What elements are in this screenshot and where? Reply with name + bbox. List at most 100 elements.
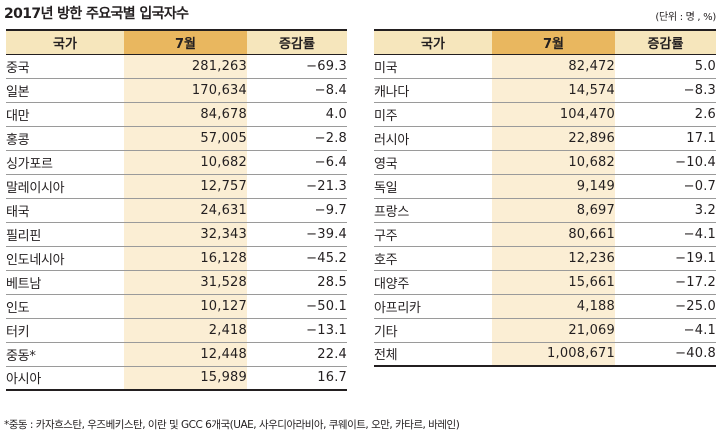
table-row: 독일 9,149 −0.7 [374, 174, 716, 199]
arrivals-table-right: 국가 7월 증감률 미국 82,472 5.0 캐나다 14,574 −8.3 미주 104,… [374, 29, 716, 367]
header-row: 국가 7월 증감률 [374, 29, 716, 55]
july-count-cell: 2,418 [124, 318, 247, 343]
july-count-cell: 10,682 [124, 150, 247, 175]
july-count-cell: 9,149 [492, 174, 615, 199]
country-cell: 아시아 [6, 366, 124, 391]
july-count-cell: 10,127 [124, 294, 247, 319]
country-cell: 호주 [374, 246, 492, 271]
country-cell: 싱가포르 [6, 150, 124, 175]
arrivals-table-left: 국가 7월 증감률 중국 281,263 −69.3 일본 170,634 −8.4 대만 8… [6, 29, 347, 391]
july-count-cell: 12,236 [492, 246, 615, 271]
page-title: 2017년 방한 주요국별 입국자수 [4, 6, 189, 22]
table-row: 싱가포르 10,682 −6.4 [6, 150, 347, 175]
change-rate-cell: −13.1 [247, 318, 347, 343]
table-row: 아시아 15,989 16.7 [6, 366, 347, 391]
july-count-cell: 24,631 [124, 198, 247, 223]
table-row: 말레이시아 12,757 −21.3 [6, 174, 347, 199]
change-rate-cell: −21.3 [247, 174, 347, 199]
change-rate-cell: −39.4 [247, 222, 347, 247]
change-rate-cell: 28.5 [247, 270, 347, 295]
change-rate-cell: −45.2 [247, 246, 347, 271]
table-row: 베트남 31,528 28.5 [6, 270, 347, 295]
header-rate: 증감률 [615, 29, 716, 55]
table-row: 터키 2,418 −13.1 [6, 318, 347, 343]
country-cell: 홍콩 [6, 126, 124, 151]
table-row: 러시아 22,896 17.1 [374, 126, 716, 151]
table-row: 영국 10,682 −10.4 [374, 150, 716, 175]
july-count-cell: 170,634 [124, 78, 247, 103]
country-cell: 필리핀 [6, 222, 124, 247]
country-cell: 러시아 [374, 126, 492, 151]
country-cell: 구주 [374, 222, 492, 247]
july-count-cell: 80,661 [492, 222, 615, 247]
table-row: 대양주 15,661 −17.2 [374, 270, 716, 295]
change-rate-cell: −8.3 [615, 78, 716, 103]
table-row: 필리핀 32,343 −39.4 [6, 222, 347, 247]
july-count-cell: 21,069 [492, 318, 615, 343]
country-cell: 영국 [374, 150, 492, 175]
header-country: 국가 [6, 29, 124, 55]
july-count-cell: 104,470 [492, 102, 615, 127]
country-cell: 아프리카 [374, 294, 492, 319]
change-rate-cell: −69.3 [247, 54, 347, 79]
table-row: 태국 24,631 −9.7 [6, 198, 347, 223]
table-row: 홍콩 57,005 −2.8 [6, 126, 347, 151]
july-count-cell: 8,697 [492, 198, 615, 223]
july-count-cell: 10,682 [492, 150, 615, 175]
change-rate-cell: −25.0 [615, 294, 716, 319]
country-cell: 캐나다 [374, 78, 492, 103]
july-count-cell: 281,263 [124, 54, 247, 79]
change-rate-cell: −19.1 [615, 246, 716, 271]
table-row: 구주 80,661 −4.1 [374, 222, 716, 247]
july-count-cell: 12,757 [124, 174, 247, 199]
country-cell: 미국 [374, 54, 492, 79]
header-rate: 증감률 [247, 29, 347, 55]
change-rate-cell: 5.0 [615, 54, 716, 79]
table-row: 미주 104,470 2.6 [374, 102, 716, 127]
change-rate-cell: −8.4 [247, 78, 347, 103]
header-country: 국가 [374, 29, 492, 55]
table-row: 인도네시아 16,128 −45.2 [6, 246, 347, 271]
table-row: 아프리카 4,188 −25.0 [374, 294, 716, 319]
change-rate-cell: 16.7 [247, 366, 347, 391]
change-rate-cell: −40.8 [615, 342, 716, 367]
july-count-cell: 16,128 [124, 246, 247, 271]
country-cell: 인도 [6, 294, 124, 319]
table-row: 일본 170,634 −8.4 [6, 78, 347, 103]
change-rate-cell: −6.4 [247, 150, 347, 175]
change-rate-cell: −4.1 [615, 222, 716, 247]
country-cell: 미주 [374, 102, 492, 127]
table-row: 미국 82,472 5.0 [374, 54, 716, 79]
country-cell: 대만 [6, 102, 124, 127]
change-rate-cell: 3.2 [615, 198, 716, 223]
july-count-cell: 15,661 [492, 270, 615, 295]
change-rate-cell: −0.7 [615, 174, 716, 199]
july-count-cell: 32,343 [124, 222, 247, 247]
table-row: 프랑스 8,697 3.2 [374, 198, 716, 223]
change-rate-cell: −2.8 [247, 126, 347, 151]
country-cell: 인도네시아 [6, 246, 124, 271]
change-rate-cell: 4.0 [247, 102, 347, 127]
country-cell: 기타 [374, 318, 492, 343]
july-count-cell: 15,989 [124, 366, 247, 391]
change-rate-cell: −50.1 [247, 294, 347, 319]
country-cell: 일본 [6, 78, 124, 103]
change-rate-cell: −10.4 [615, 150, 716, 175]
table-row: 중동* 12,448 22.4 [6, 342, 347, 367]
july-count-cell: 1,008,671 [492, 342, 615, 367]
country-cell: 중국 [6, 54, 124, 79]
table-row: 기타 21,069 −4.1 [374, 318, 716, 343]
july-count-cell: 57,005 [124, 126, 247, 151]
july-count-cell: 14,574 [492, 78, 615, 103]
change-rate-cell: −17.2 [615, 270, 716, 295]
country-cell: 독일 [374, 174, 492, 199]
footnote: *중동 : 카자흐스탄, 우즈베키스탄, 이란 및 GCC 6개국(UAE, 사… [4, 419, 460, 431]
table-row: 중국 281,263 −69.3 [6, 54, 347, 79]
table-row: 전체 1,008,671 −40.8 [374, 342, 716, 367]
change-rate-cell: 17.1 [615, 126, 716, 151]
country-cell: 터키 [6, 318, 124, 343]
table-row: 캐나다 14,574 −8.3 [374, 78, 716, 103]
change-rate-cell: 2.6 [615, 102, 716, 127]
table-row: 인도 10,127 −50.1 [6, 294, 347, 319]
country-cell: 태국 [6, 198, 124, 223]
